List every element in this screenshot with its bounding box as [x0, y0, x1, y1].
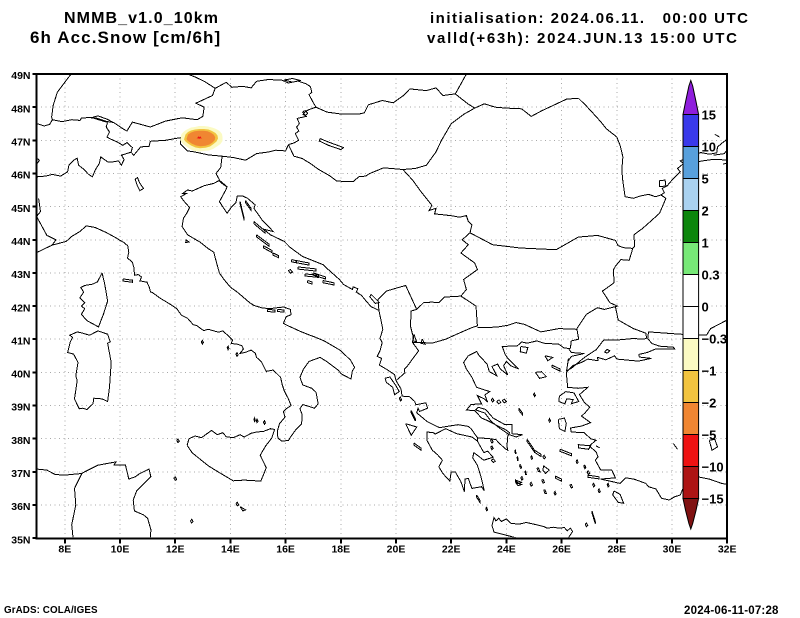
svg-text:20E: 20E [387, 544, 406, 556]
svg-text:8E: 8E [58, 544, 71, 556]
svg-text:43N: 43N [11, 269, 30, 281]
svg-text:14E: 14E [221, 544, 240, 556]
svg-text:45N: 45N [11, 203, 30, 215]
svg-text:49N: 49N [11, 70, 30, 82]
svg-text:41N: 41N [11, 335, 30, 347]
svg-text:28E: 28E [607, 544, 626, 556]
svg-text:16E: 16E [276, 544, 295, 556]
svg-text:26E: 26E [552, 544, 571, 556]
svg-text:38N: 38N [11, 435, 30, 447]
svg-text:30E: 30E [663, 544, 682, 556]
svg-text:0.3: 0.3 [702, 267, 720, 282]
svg-text:−1: −1 [702, 363, 717, 378]
svg-text:37N: 37N [11, 468, 30, 480]
svg-text:39N: 39N [11, 402, 30, 414]
svg-text:15: 15 [702, 107, 716, 122]
svg-text:24E: 24E [497, 544, 516, 556]
svg-text:42N: 42N [11, 302, 30, 314]
svg-text:1: 1 [702, 235, 709, 250]
svg-text:22E: 22E [442, 544, 461, 556]
svg-text:−5: −5 [702, 427, 717, 442]
svg-text:−2: −2 [702, 395, 717, 410]
svg-text:40N: 40N [11, 369, 30, 381]
svg-text:36N: 36N [11, 501, 30, 513]
svg-text:18E: 18E [331, 544, 350, 556]
svg-text:−10: −10 [702, 459, 724, 474]
svg-text:44N: 44N [11, 236, 30, 248]
svg-text:46N: 46N [11, 170, 30, 182]
svg-text:12E: 12E [166, 544, 185, 556]
svg-text:0: 0 [702, 299, 709, 314]
svg-text:2: 2 [702, 203, 709, 218]
svg-text:−0.3: −0.3 [702, 331, 728, 346]
svg-text:32E: 32E [718, 544, 737, 556]
svg-text:5: 5 [702, 171, 709, 186]
svg-text:48N: 48N [11, 103, 30, 115]
svg-text:10: 10 [702, 139, 716, 154]
svg-text:47N: 47N [11, 137, 30, 149]
svg-text:10E: 10E [111, 544, 130, 556]
svg-text:−15: −15 [702, 491, 724, 506]
svg-text:35N: 35N [11, 534, 30, 546]
